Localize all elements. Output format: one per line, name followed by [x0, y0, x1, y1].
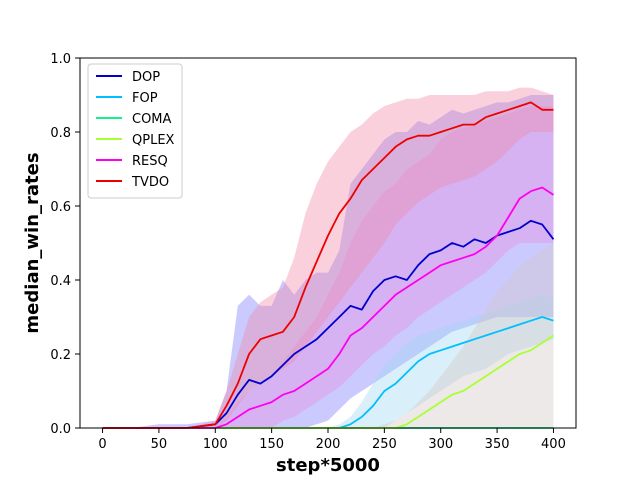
- y-tick-label: 0.0: [50, 422, 71, 437]
- band-dop: [102, 95, 554, 428]
- y-tick-label: 0.6: [50, 200, 71, 215]
- x-tick-label: 50: [151, 437, 168, 452]
- legend-label-coma: COMA: [132, 112, 172, 127]
- band-qplex: [102, 243, 554, 428]
- legend-label-dop: DOP: [132, 70, 160, 85]
- series-line-resq: [102, 186, 554, 429]
- confidence-bands: [102, 87, 554, 428]
- series-line-dop: [102, 219, 555, 429]
- legend-label-qplex: QPLEX: [132, 133, 175, 148]
- y-tick-label: 0.2: [50, 348, 71, 363]
- y-tick-label: 0.8: [50, 126, 71, 141]
- x-tick-label: 400: [541, 437, 566, 452]
- y-tick-label: 1.0: [50, 52, 71, 67]
- x-axis-ticks: 0 50 100 150 200 250 300 350 400: [98, 428, 566, 452]
- legend-label-tvdo: TVDO: [131, 175, 169, 190]
- x-tick-label: 300: [428, 437, 453, 452]
- x-tick-label: 100: [203, 437, 228, 452]
- band-tvdo: [102, 87, 554, 428]
- x-tick-label: 150: [259, 437, 284, 452]
- band-fop: [102, 294, 554, 428]
- legend-label-resq: RESQ: [132, 154, 168, 169]
- band-resq: [102, 106, 554, 428]
- legend-label-fop: FOP: [132, 91, 158, 106]
- y-axis-title: median_win_rates: [22, 152, 43, 333]
- x-tick-label: 350: [485, 437, 510, 452]
- legend: DOP FOP COMA QPLEX RESQ TVDO: [87, 63, 183, 199]
- x-tick-label: 200: [316, 437, 341, 452]
- x-tick-label: 0: [98, 437, 106, 452]
- y-axis-ticks: 0.0 0.2 0.4 0.6 0.8 1.0: [50, 52, 80, 437]
- series-line-tvdo: [102, 101, 554, 429]
- y-tick-label: 0.4: [50, 274, 71, 289]
- x-axis-title: step*5000: [276, 455, 380, 476]
- x-tick-label: 250: [372, 437, 397, 452]
